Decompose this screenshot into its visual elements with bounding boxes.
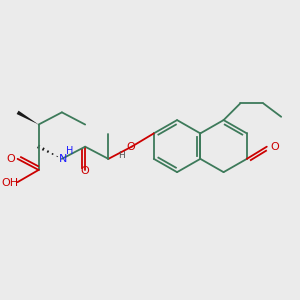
Text: O: O <box>81 166 89 176</box>
Polygon shape <box>16 111 39 124</box>
Text: H: H <box>66 146 73 156</box>
Text: O: O <box>126 142 135 152</box>
Text: N: N <box>59 154 67 164</box>
Text: H: H <box>118 151 125 160</box>
Text: O: O <box>270 142 279 152</box>
Text: OH: OH <box>1 178 18 188</box>
Text: O: O <box>7 154 15 164</box>
